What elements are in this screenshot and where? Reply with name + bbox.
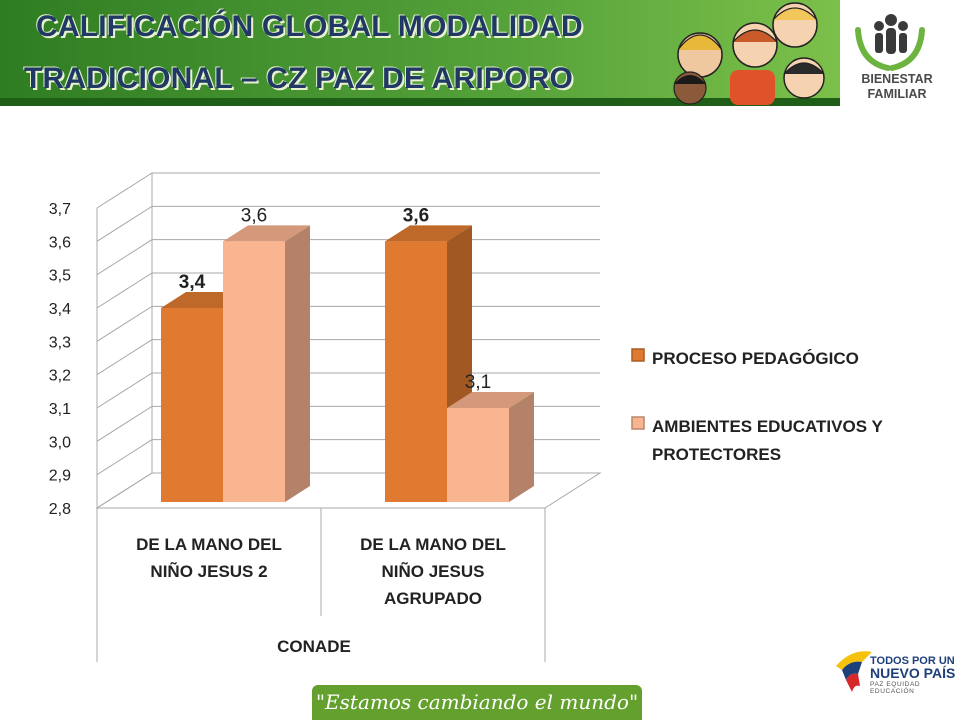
y-tick-label: 3,1 [49, 401, 71, 418]
country-logo-icon [836, 651, 872, 692]
bar-top [223, 225, 310, 242]
country-logo-text: TODOS POR UN NUEVO PAÍS [870, 655, 955, 681]
y-tick-label: 2,8 [49, 501, 71, 518]
group-label: CONADE [277, 637, 351, 656]
category-label: DE LA MANO DEL [360, 535, 506, 554]
category-label: AGRUPADO [384, 589, 482, 608]
slogan-text: "Estamos cambiando el mundo" [315, 690, 639, 714]
legend-label: AMBIENTES EDUCATIVOS Y [652, 417, 883, 436]
gridline [96, 239, 600, 276]
bar-top [385, 225, 472, 242]
y-tick-label: 3,0 [49, 434, 71, 451]
data-label: 3,4 [179, 272, 206, 293]
category-label: DE LA MANO DEL [136, 535, 282, 554]
y-tick-label: 3,3 [49, 334, 71, 351]
bar-top [447, 392, 534, 408]
country-logo-tagline: PAZ EQUIDAD EDUCACIÓN [870, 681, 921, 695]
page-title-line1: CALIFICACIÓN GLOBAL MODALIDAD [36, 10, 583, 43]
bar [223, 241, 285, 503]
y-tick-label: 3,5 [49, 268, 71, 285]
legend-label: PROCESO PEDAGÓGICO [652, 349, 859, 368]
page-title-line2: TRADICIONAL – CZ PAZ DE ARIPORO [24, 62, 573, 95]
gridline [96, 205, 600, 242]
chart-floor [95, 472, 602, 509]
bar [161, 308, 223, 502]
bar [385, 241, 447, 503]
footer-banner [312, 685, 642, 720]
data-label: 3,6 [241, 205, 267, 226]
y-tick-label: 3,6 [49, 234, 71, 251]
legend-swatch [631, 416, 645, 430]
logo-line2: NUEVO PAÍS [870, 665, 956, 681]
gridline [96, 172, 600, 209]
y-tick-label: 3,7 [49, 201, 71, 218]
bienestar-logo-icon [855, 14, 925, 71]
bar-side [509, 392, 534, 502]
category-label: NIÑO JESUS 2 [150, 561, 267, 581]
bar-side [285, 225, 310, 503]
bar [447, 408, 509, 502]
legend-swatch [631, 348, 645, 362]
logo-line1: TODOS POR UN [870, 655, 955, 667]
y-tick-label: 3,4 [49, 301, 71, 318]
y-tick-label: 2,9 [49, 468, 71, 485]
legend-label: PROTECTORES [652, 445, 781, 464]
brand-name: BIENESTAR FAMILIAR [861, 72, 933, 101]
category-label: NIÑO JESUS [382, 561, 485, 581]
data-label: 3,1 [465, 372, 491, 393]
children-illustration [673, 2, 825, 105]
data-label: 3,6 [403, 205, 429, 226]
header-banner [0, 0, 960, 120]
y-tick-label: 3,2 [49, 368, 71, 385]
